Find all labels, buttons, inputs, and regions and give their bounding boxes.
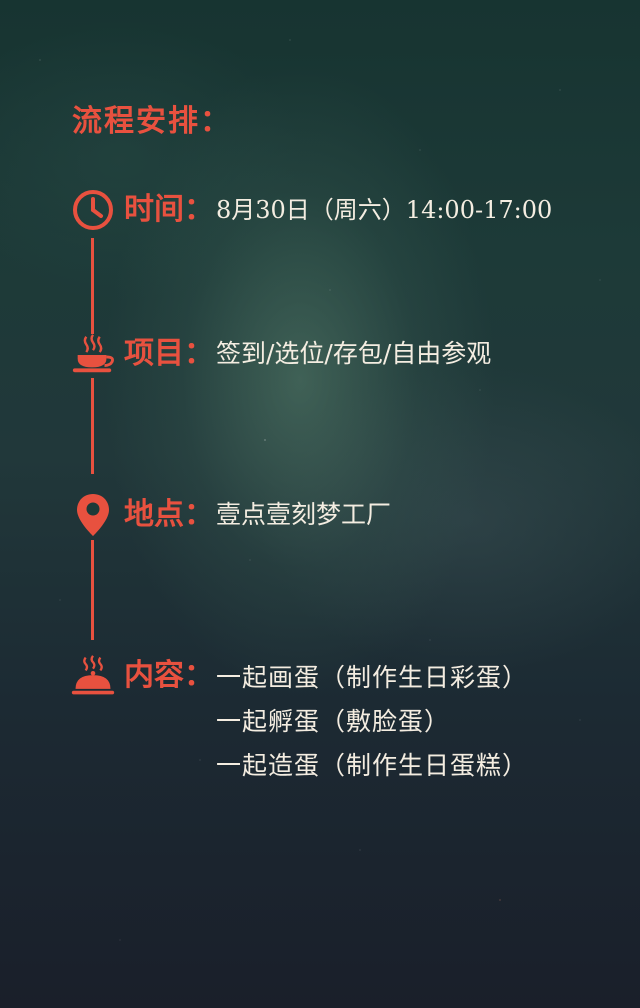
schedule-item-time: 时间： 8月30日（周六）14:00-17:00 (70, 190, 552, 230)
project-label: 项目： (124, 336, 214, 371)
content-list: 一起画蛋（制作生日彩蛋） 一起孵蛋（敷脸蛋） 一起造蛋（制作生日蛋糕） (216, 656, 528, 788)
food-cloche-icon (70, 655, 116, 696)
timeline-connector (91, 540, 94, 640)
location-pin-icon (70, 494, 116, 536)
time-label: 时间： (124, 192, 214, 227)
page-title: 流程安排： (72, 104, 232, 139)
content-line: 一起画蛋（制作生日彩蛋） (216, 663, 529, 692)
schedule-item-content: 内容： 一起画蛋（制作生日彩蛋） 一起孵蛋（敷脸蛋） 一起造蛋（制作生日蛋糕） (70, 655, 528, 788)
schedule-item-project: 项目： 签到/选位/存包/自由参观 (70, 334, 491, 374)
content-line: 一起造蛋（制作生日蛋糕） (216, 751, 529, 780)
coffee-cup-icon (70, 334, 116, 374)
content-label: 内容： (124, 658, 214, 693)
location-value: 壹点壹刻梦工厂 (216, 500, 392, 529)
project-value: 签到/选位/存包/自由参观 (216, 339, 492, 368)
schedule-item-location: 地点： 壹点壹刻梦工厂 (70, 494, 392, 536)
clock-icon (70, 190, 116, 230)
timeline-connector (91, 238, 94, 334)
timeline-connector (91, 378, 94, 474)
content-line: 一起孵蛋（敷脸蛋） (216, 707, 451, 736)
time-value: 8月30日（周六）14:00-17:00 (216, 196, 553, 224)
location-label: 地点： (124, 497, 214, 532)
